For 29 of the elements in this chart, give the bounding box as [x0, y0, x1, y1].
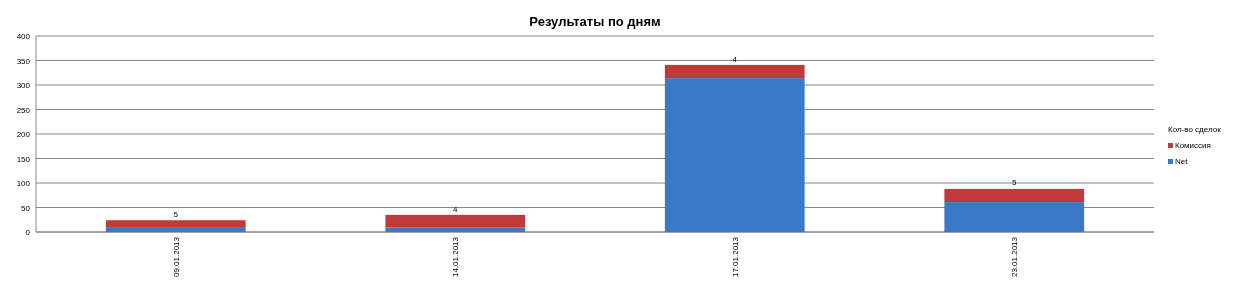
bar — [105, 227, 246, 232]
bar — [664, 64, 805, 79]
y-tick-label: 0 — [25, 228, 31, 237]
y-tick-label: 250 — [16, 105, 31, 115]
annotation: 5 — [173, 209, 179, 219]
y-tick-label: 350 — [16, 56, 31, 66]
x-tick-label: 09.01.2013 — [171, 236, 181, 278]
bar — [105, 220, 246, 228]
bar — [664, 78, 805, 232]
x-tick-label: 14.01.2013 — [451, 236, 461, 278]
y-tick-label: 200 — [16, 130, 31, 139]
y-tick-label: 400 — [16, 32, 31, 41]
annotation: 4 — [732, 54, 738, 64]
legend-label: Комиссия — [1175, 141, 1211, 150]
bar — [944, 202, 1085, 232]
y-tick-label: 300 — [16, 81, 31, 90]
chart-title: Результаты по дням — [529, 14, 661, 29]
bar — [944, 188, 1085, 203]
legend-label: Net — [1175, 157, 1189, 166]
y-tick-label: 150 — [16, 154, 31, 164]
annotation: 5 — [1012, 178, 1018, 188]
x-tick-label: 17.01.2013 — [730, 236, 740, 278]
y-tick-label: 50 — [21, 203, 31, 213]
x-tick-label: 23.01.2013 — [1010, 236, 1020, 278]
bar — [385, 214, 526, 228]
legend-title: Кол-во сделок — [1168, 125, 1222, 134]
y-tick-label: 100 — [16, 179, 31, 188]
bar — [385, 227, 526, 232]
annotation: 4 — [453, 204, 459, 214]
